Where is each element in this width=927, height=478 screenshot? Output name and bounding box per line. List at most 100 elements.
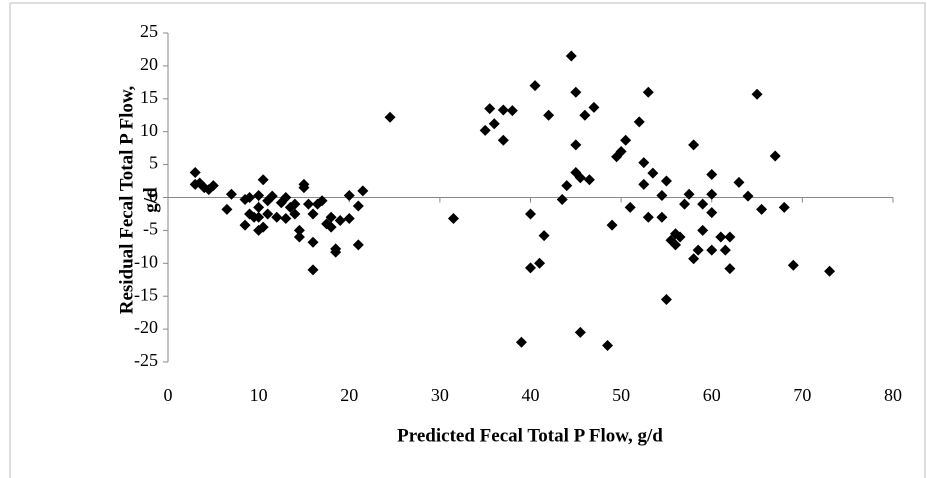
point <box>325 221 337 233</box>
point <box>706 168 718 180</box>
x-tick-label: 50 <box>612 385 630 405</box>
point <box>633 116 645 128</box>
point <box>479 124 491 136</box>
point <box>534 257 546 269</box>
point <box>253 211 265 223</box>
point <box>253 190 265 202</box>
point <box>207 180 219 192</box>
point <box>656 190 668 202</box>
x-axis-label: Predicted Fecal Total P Flow, g/d <box>397 425 663 446</box>
y-tick-label: 20 <box>140 54 158 74</box>
point <box>660 293 672 305</box>
point <box>724 231 736 243</box>
y-tick-label: -10 <box>134 251 158 271</box>
point <box>565 50 577 62</box>
point <box>497 104 509 116</box>
point <box>638 157 650 169</box>
point <box>298 178 310 190</box>
point <box>624 201 636 213</box>
point <box>316 195 328 207</box>
point <box>647 167 659 179</box>
point <box>343 190 355 202</box>
point <box>325 211 337 223</box>
point <box>257 174 269 186</box>
point <box>343 213 355 225</box>
y-tick-label: 15 <box>140 87 158 107</box>
point <box>307 208 319 220</box>
point <box>679 198 691 210</box>
point <box>638 178 650 190</box>
point <box>221 203 233 215</box>
y-tick-label: -20 <box>134 317 158 337</box>
point <box>769 150 781 162</box>
point <box>724 263 736 275</box>
point <box>706 188 718 200</box>
point <box>697 224 709 236</box>
x-tick-label: 70 <box>793 385 811 405</box>
point <box>824 265 836 277</box>
y-tick-label: 25 <box>140 21 158 41</box>
point <box>583 174 595 186</box>
point <box>706 207 718 219</box>
point <box>293 224 305 236</box>
point <box>620 134 632 146</box>
x-tick-label: 10 <box>250 385 268 405</box>
point <box>561 180 573 192</box>
point <box>719 244 731 256</box>
x-tick-label: 80 <box>884 385 902 405</box>
point <box>674 231 686 243</box>
point <box>742 190 754 202</box>
point <box>271 211 283 223</box>
point <box>615 145 627 157</box>
point <box>642 211 654 223</box>
point <box>579 109 591 121</box>
point <box>239 219 251 231</box>
point <box>570 139 582 151</box>
y-axis-label: Residual Fecal Total P Flow, <box>116 85 137 314</box>
point <box>756 203 768 215</box>
point <box>280 213 292 225</box>
y-tick-label: 0 <box>149 186 158 206</box>
point <box>253 201 265 213</box>
y-tick-label: 10 <box>140 120 158 140</box>
y-tick-label: -15 <box>134 284 158 304</box>
point <box>670 239 681 251</box>
point <box>688 253 700 265</box>
point <box>307 264 319 276</box>
point <box>538 230 550 242</box>
y-tick-label: -25 <box>134 350 158 370</box>
point <box>352 200 364 212</box>
point <box>506 105 518 117</box>
point <box>289 198 301 210</box>
point <box>543 109 555 121</box>
point <box>266 190 278 202</box>
point <box>660 175 672 187</box>
point <box>293 231 305 243</box>
point <box>357 185 369 197</box>
point <box>244 192 256 203</box>
x-tick-label: 0 <box>164 385 173 405</box>
point <box>515 336 527 348</box>
point <box>289 208 301 220</box>
y-axis-label: g/d <box>140 187 161 213</box>
x-tick-label: 60 <box>703 385 721 405</box>
point <box>302 198 314 210</box>
point <box>642 86 654 98</box>
point <box>330 246 342 258</box>
point <box>602 340 614 352</box>
frame <box>9 2 926 478</box>
point <box>574 172 586 184</box>
point <box>556 193 568 205</box>
point <box>529 80 541 92</box>
point <box>189 166 201 178</box>
point <box>497 134 509 146</box>
point <box>697 198 709 210</box>
point <box>688 139 700 151</box>
point <box>262 208 274 220</box>
point <box>692 244 704 256</box>
point <box>447 213 459 225</box>
point <box>588 101 600 113</box>
point <box>656 211 668 223</box>
point <box>751 88 763 100</box>
